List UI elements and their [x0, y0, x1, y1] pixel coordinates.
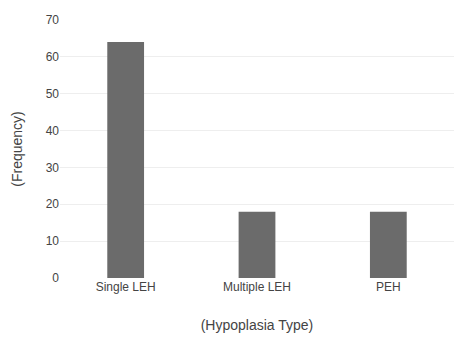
svg-text:PEH: PEH — [376, 280, 401, 294]
svg-text:50: 50 — [46, 87, 60, 101]
svg-text:Multiple LEH: Multiple LEH — [223, 280, 291, 294]
svg-text:(Frequency): (Frequency) — [9, 111, 25, 186]
svg-text:60: 60 — [46, 50, 60, 64]
svg-text:20: 20 — [46, 197, 60, 211]
svg-text:(Hypoplasia Type): (Hypoplasia Type) — [201, 317, 314, 333]
svg-text:70: 70 — [46, 13, 60, 27]
svg-text:0: 0 — [52, 271, 59, 285]
svg-text:10: 10 — [46, 234, 60, 248]
svg-text:Single LEH: Single LEH — [96, 280, 156, 294]
svg-text:30: 30 — [46, 161, 60, 175]
svg-text:40: 40 — [46, 124, 60, 138]
